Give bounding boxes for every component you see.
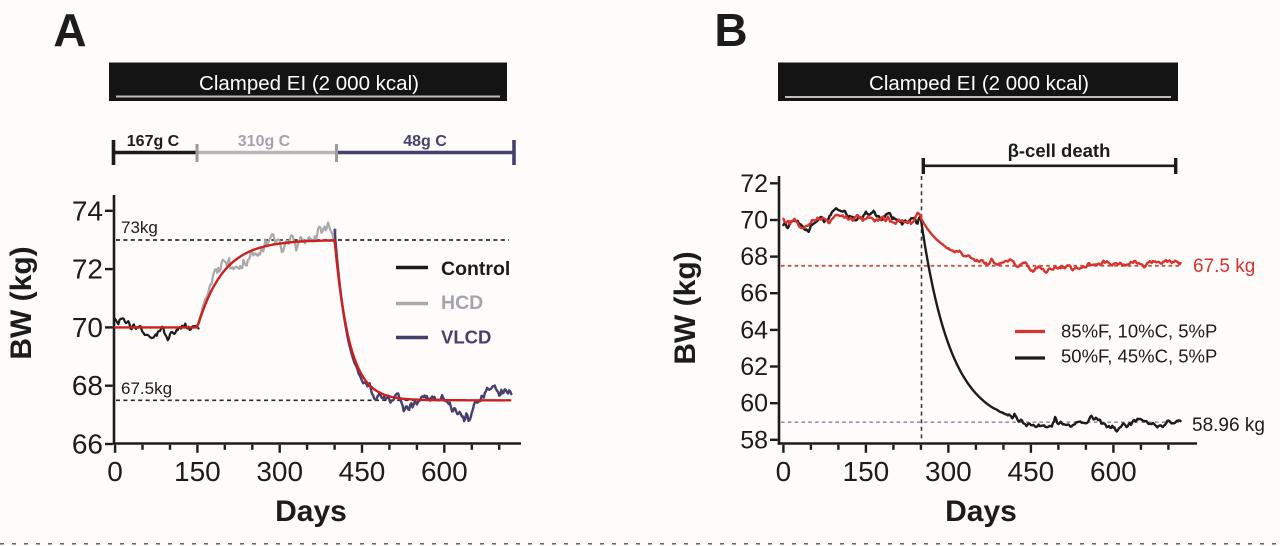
svg-text:0: 0	[107, 456, 123, 487]
svg-text:67.5 kg: 67.5 kg	[1193, 256, 1255, 277]
svg-text:Clamped EI (2 000 kcal): Clamped EI (2 000 kcal)	[199, 72, 419, 95]
svg-text:A: A	[53, 4, 86, 56]
svg-text:310g C: 310g C	[238, 133, 291, 150]
svg-text:Clamped EI (2 000 kcal): Clamped EI (2 000 kcal)	[869, 72, 1089, 95]
svg-text:70: 70	[72, 312, 103, 343]
svg-text:72: 72	[740, 170, 768, 198]
svg-text:HCD: HCD	[441, 292, 483, 314]
svg-text:58: 58	[740, 426, 768, 454]
svg-text:300: 300	[256, 456, 303, 487]
svg-text:450: 450	[339, 456, 386, 487]
svg-text:70: 70	[740, 206, 768, 234]
svg-text:167g C: 167g C	[127, 133, 180, 150]
svg-text:62: 62	[740, 353, 768, 381]
svg-text:VLCD: VLCD	[441, 327, 491, 348]
svg-text:68: 68	[72, 370, 103, 401]
svg-text:58.96 kg: 58.96 kg	[1192, 415, 1265, 436]
svg-text:74: 74	[72, 195, 103, 226]
svg-text:600: 600	[421, 456, 468, 487]
svg-text:0: 0	[776, 456, 792, 487]
svg-text:50%F, 45%C, 5%P: 50%F, 45%C, 5%P	[1061, 346, 1217, 367]
svg-text:Days: Days	[945, 495, 1017, 528]
svg-text:150: 150	[843, 456, 890, 487]
svg-text:73kg: 73kg	[121, 218, 158, 237]
svg-text:66: 66	[740, 280, 768, 308]
svg-text:64: 64	[740, 316, 768, 344]
svg-text:BW (kg): BW (kg)	[669, 251, 702, 364]
svg-text:β-cell death: β-cell death	[1008, 140, 1111, 161]
svg-text:BW (kg): BW (kg)	[5, 246, 38, 359]
svg-text:67.5kg: 67.5kg	[121, 379, 172, 398]
svg-text:600: 600	[1090, 456, 1137, 487]
svg-text:450: 450	[1008, 456, 1055, 487]
svg-text:B: B	[714, 4, 747, 56]
svg-text:Days: Days	[275, 495, 347, 528]
svg-text:60: 60	[740, 390, 768, 418]
svg-text:68: 68	[740, 243, 768, 271]
svg-text:150: 150	[174, 456, 221, 487]
svg-text:66: 66	[72, 429, 103, 460]
svg-text:48g C: 48g C	[403, 133, 447, 150]
svg-text:85%F, 10%C, 5%P: 85%F, 10%C, 5%P	[1061, 321, 1217, 342]
svg-text:300: 300	[925, 456, 972, 487]
svg-text:Control: Control	[441, 258, 510, 280]
svg-text:72: 72	[72, 254, 103, 285]
